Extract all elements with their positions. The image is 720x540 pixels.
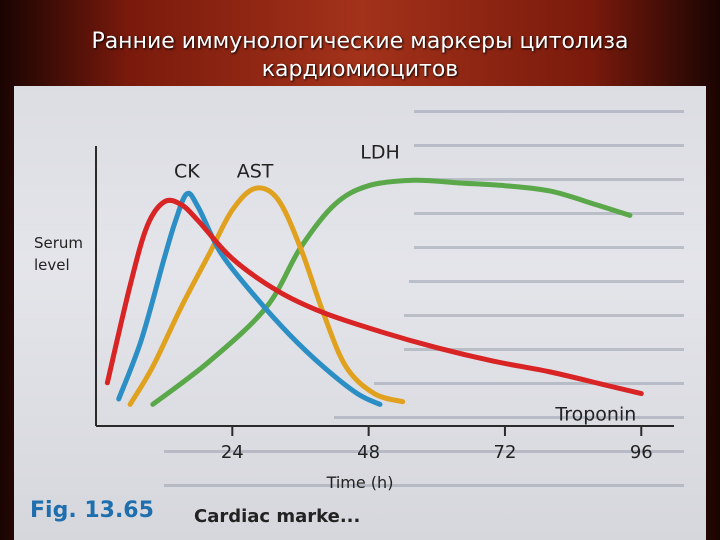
x-tick-label: 24 — [221, 442, 244, 463]
series-label-ldh: LDH — [360, 142, 400, 164]
chart-axes: 24 48 72 96 Time (h) Serum level — [34, 146, 674, 492]
x-tick-label: 96 — [630, 442, 653, 463]
x-tick-label: 72 — [494, 442, 517, 463]
series-label-troponin: Troponin — [554, 404, 636, 426]
figure-caption-sub: Cardiac marke... — [194, 506, 361, 527]
chart-labels-layer: CK AST LDH Troponin — [174, 142, 636, 426]
textbook-photo: 24 48 72 96 Time (h) Serum level CK AST LDH Tropo… — [14, 86, 706, 540]
cardiac-markers-chart: 24 48 72 96 Time (h) Serum level CK AST LDH Tropo… — [34, 142, 674, 492]
slide-title: Ранние иммунологические маркеры цитолиза… — [91, 29, 629, 82]
x-axis-label: Time (h) — [326, 473, 394, 492]
chart-series-layer — [104, 177, 644, 407]
figure-caption: Fig. 13.65 — [30, 498, 154, 523]
series-label-ck: CK — [174, 161, 200, 183]
series-line-ldh — [150, 177, 633, 407]
series-line-ast — [127, 185, 406, 407]
x-tick-label: 48 — [357, 442, 380, 463]
series-label-ast: AST — [237, 161, 274, 183]
y-axis-label: level — [34, 256, 70, 274]
y-axis-label: Serum — [34, 234, 83, 252]
series-line-troponin — [104, 197, 644, 397]
series-line-ck — [116, 190, 383, 407]
